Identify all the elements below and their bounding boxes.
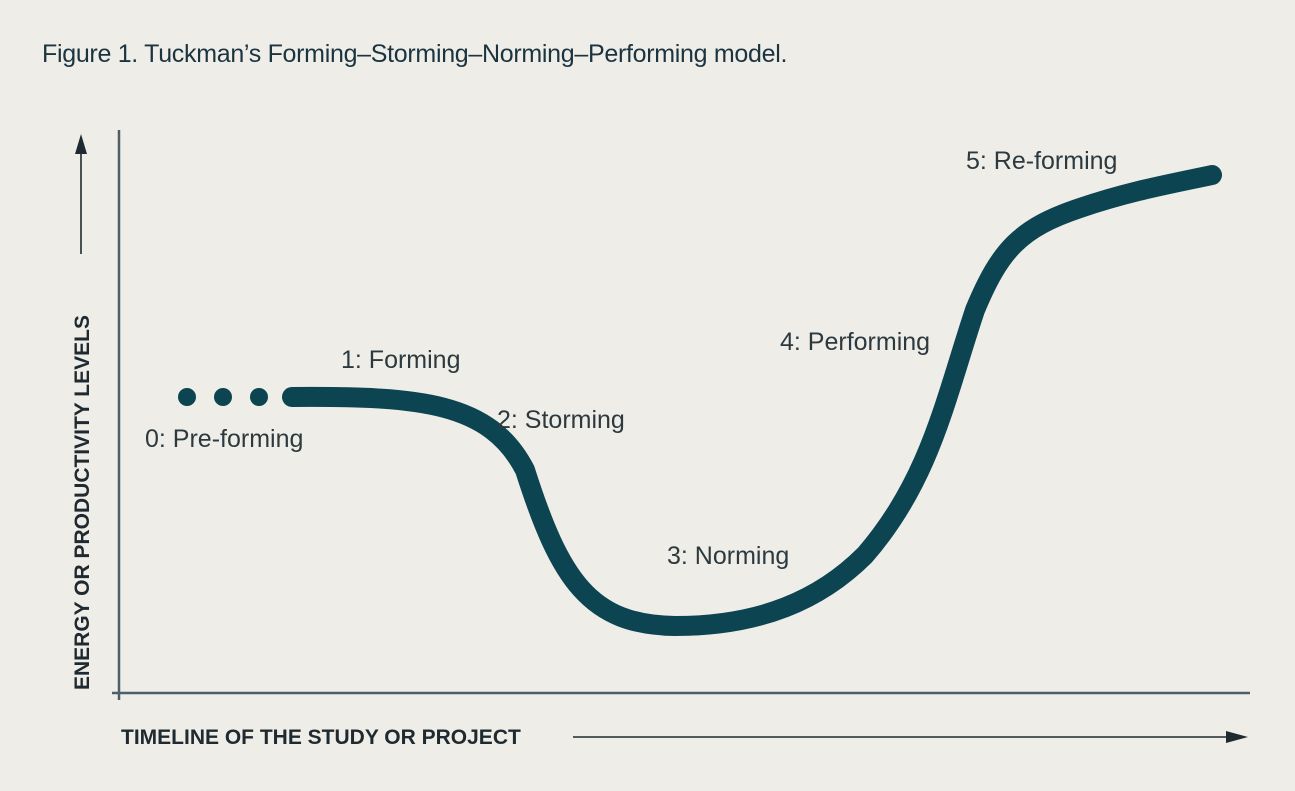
stage-label-forming: 1: Forming xyxy=(341,346,460,374)
pre-forming-dot xyxy=(250,388,268,406)
stage-label-storming: 2: Storming xyxy=(497,406,625,434)
pre-forming-dot xyxy=(178,388,196,406)
stage-label-re-forming: 5: Re-forming xyxy=(966,147,1117,175)
stage-curve xyxy=(282,165,1222,636)
stage-label-pre-forming: 0: Pre-forming xyxy=(145,425,303,453)
y-axis-arrow-head-icon xyxy=(75,134,87,154)
pre-forming-dot xyxy=(214,388,232,406)
y-axis-label: ENERGY OR PRODUCTIVITY LEVELS xyxy=(71,315,94,690)
stage-label-performing: 4: Performing xyxy=(780,328,930,356)
stage-label-norming: 3: Norming xyxy=(667,542,789,570)
x-axis-label: TIMELINE OF THE STUDY OR PROJECT xyxy=(121,726,521,749)
figure-title: Figure 1. Tuckman’s Forming–Storming–Nor… xyxy=(42,40,788,68)
x-axis-arrow-head-icon xyxy=(1226,731,1248,743)
